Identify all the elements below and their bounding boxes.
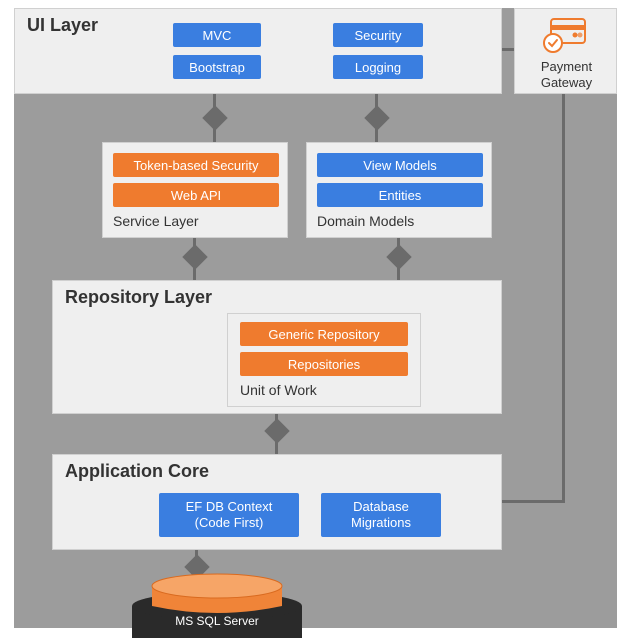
pill-bootstrap: Bootstrap xyxy=(173,55,261,79)
connector-line xyxy=(193,238,196,280)
repository-layer-box: Repository Layer Generic Repository Repo… xyxy=(52,280,502,414)
pill-generic-repo: Generic Repository xyxy=(240,322,408,346)
service-layer-box: Token-based Security Web API Service Lay… xyxy=(102,142,288,238)
service-layer-title: Service Layer xyxy=(113,213,199,229)
database-icon: MS SQL Server xyxy=(132,568,302,638)
application-core-box: Application Core EF DB Context (Code Fir… xyxy=(52,454,502,550)
connector-line xyxy=(275,414,278,454)
connector-line xyxy=(397,238,400,280)
connector-line xyxy=(502,500,565,503)
unit-of-work-box: Generic Repository Repositories Unit of … xyxy=(227,313,421,407)
pill-logging: Logging xyxy=(333,55,423,79)
pill-webapi: Web API xyxy=(113,183,279,207)
database-label: MS SQL Server xyxy=(132,614,302,628)
domain-models-title: Domain Models xyxy=(317,213,414,229)
unit-of-work-title: Unit of Work xyxy=(240,382,317,398)
application-core-title: Application Core xyxy=(65,461,209,482)
pill-entities: Entities xyxy=(317,183,483,207)
pill-viewmodels: View Models xyxy=(317,153,483,177)
pill-mvc: MVC xyxy=(173,23,261,47)
payment-gateway-label: Payment Gateway xyxy=(515,59,618,90)
payment-gateway-icon xyxy=(543,17,591,55)
connector-line xyxy=(213,94,216,142)
payment-gateway-box: Payment Gateway xyxy=(514,8,617,94)
connector-line xyxy=(375,94,378,142)
pill-ef-context: EF DB Context (Code First) xyxy=(159,493,299,537)
repository-layer-title: Repository Layer xyxy=(65,287,212,308)
pill-migrations: Database Migrations xyxy=(321,493,441,537)
pill-repositories: Repositories xyxy=(240,352,408,376)
ui-layer-title: UI Layer xyxy=(27,15,98,36)
ui-layer-box: UI Layer MVC Security Bootstrap Logging xyxy=(14,8,502,94)
diagram-canvas: UI Layer MVC Security Bootstrap Logging … xyxy=(14,8,617,628)
connector-line xyxy=(562,94,565,502)
domain-models-box: View Models Entities Domain Models xyxy=(306,142,492,238)
pill-token-security: Token-based Security xyxy=(113,153,279,177)
pill-security: Security xyxy=(333,23,423,47)
connector-line xyxy=(502,48,514,51)
